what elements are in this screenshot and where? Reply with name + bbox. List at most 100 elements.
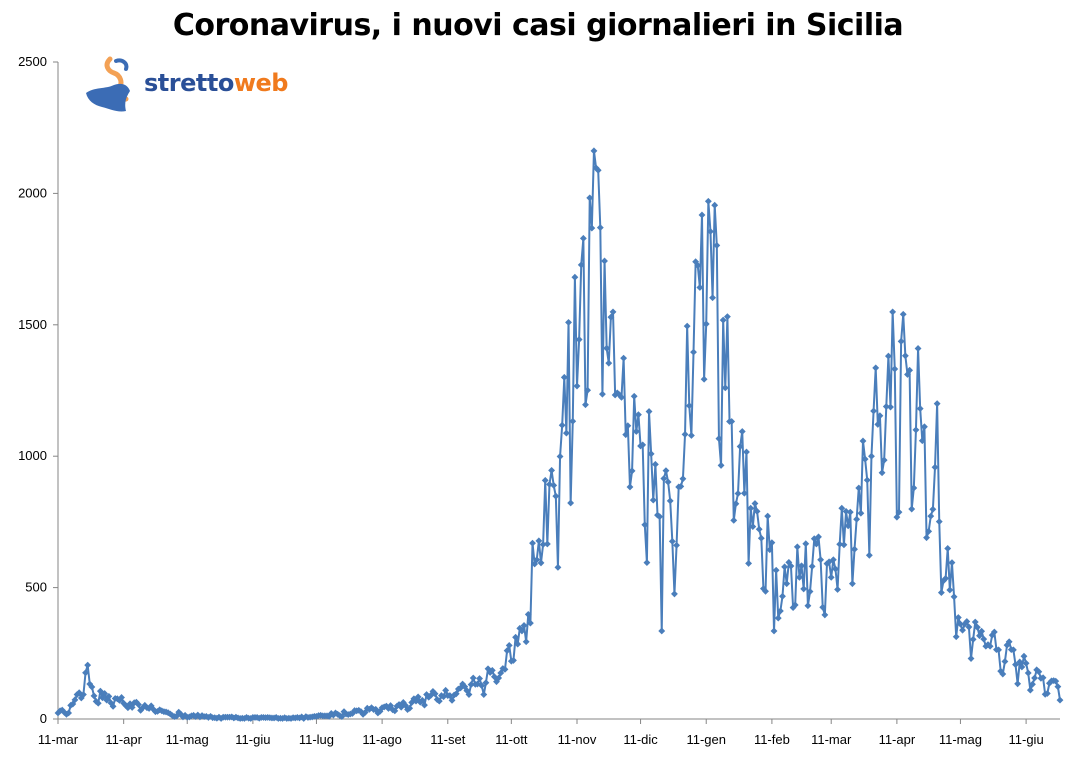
data-point	[950, 593, 958, 601]
data-point	[88, 683, 96, 691]
data-point	[827, 573, 835, 581]
data-point	[560, 373, 568, 381]
data-point	[565, 319, 572, 326]
data-point	[920, 423, 928, 431]
data-point	[82, 669, 89, 677]
data-point	[526, 619, 534, 627]
data-point	[1052, 677, 1060, 685]
data-point	[753, 507, 761, 515]
data-point	[603, 344, 611, 352]
x-tick-label: 11-apr	[105, 732, 142, 747]
data-point	[1020, 652, 1028, 660]
data-point	[571, 273, 579, 281]
data-point	[967, 655, 975, 662]
data-point	[1009, 646, 1017, 654]
data-point	[872, 364, 880, 372]
data-point	[448, 696, 456, 704]
data-point	[791, 601, 799, 609]
data-point	[740, 489, 748, 497]
data-point	[639, 441, 647, 449]
data-point	[851, 545, 858, 553]
data-point	[681, 430, 689, 438]
data-point	[749, 523, 757, 531]
data-point	[715, 435, 723, 443]
data-point	[781, 563, 789, 571]
data-point	[1024, 669, 1032, 677]
data-point	[94, 699, 102, 707]
data-point	[635, 411, 642, 419]
x-tick-label: 11-nov	[558, 732, 597, 747]
data-point	[503, 647, 511, 655]
data-point	[887, 403, 894, 411]
data-point	[607, 313, 615, 321]
data-point	[969, 635, 977, 643]
data-point	[874, 420, 882, 428]
data-point	[1056, 696, 1064, 704]
data-point	[679, 475, 687, 483]
data-point	[923, 534, 930, 542]
data-point	[662, 467, 670, 475]
data-point	[452, 690, 460, 698]
data-point	[1035, 668, 1043, 676]
data-point	[478, 682, 486, 690]
data-point	[772, 566, 780, 574]
y-tick-label: 500	[25, 580, 47, 595]
data-point	[683, 322, 691, 330]
data-point	[842, 507, 850, 515]
data-point	[709, 294, 717, 302]
data-point	[418, 696, 426, 704]
data-point	[465, 691, 473, 698]
data-point	[768, 539, 776, 547]
data-point	[442, 686, 450, 694]
x-tick-label: 11-gen	[686, 732, 726, 747]
data-point	[812, 540, 820, 548]
data-point	[730, 516, 738, 524]
data-point	[762, 587, 769, 595]
data-point	[776, 607, 784, 615]
data-point	[774, 614, 782, 622]
data-point	[488, 666, 496, 674]
data-point	[577, 261, 585, 269]
data-point	[832, 565, 839, 573]
data-point	[848, 580, 856, 588]
data-point	[90, 692, 98, 700]
data-point	[573, 382, 581, 390]
data-point	[71, 696, 79, 704]
data-point	[414, 693, 422, 701]
data-point	[685, 402, 693, 410]
data-point	[952, 633, 960, 641]
data-point	[552, 492, 560, 500]
data-point	[1031, 674, 1039, 682]
data-point	[836, 540, 844, 548]
data-point	[1018, 663, 1026, 671]
data-point	[798, 562, 805, 570]
data-point	[537, 559, 545, 567]
data-point	[819, 603, 827, 611]
data-point	[880, 456, 888, 464]
x-tick-labels: 11-mar 11-apr 11-mag 11-giu 11-lug 11-ago 11-s…	[38, 732, 1044, 747]
x-tick-label: 11-giu	[235, 732, 270, 747]
data-point	[671, 590, 678, 598]
data-point	[1005, 638, 1013, 646]
data-point	[999, 670, 1007, 678]
data-point	[567, 499, 575, 507]
data-point	[764, 512, 772, 520]
data-point	[700, 375, 708, 383]
data-point	[118, 694, 125, 701]
data-point	[1022, 659, 1030, 667]
data-point	[690, 348, 697, 356]
data-point	[651, 460, 659, 468]
data-point	[575, 336, 583, 343]
data-point	[779, 592, 786, 600]
data-point	[620, 354, 628, 362]
data-point	[901, 352, 909, 360]
data-point	[497, 669, 505, 677]
data-point	[641, 521, 649, 529]
data-point	[1026, 686, 1034, 694]
data-point	[829, 556, 837, 564]
data-point	[783, 580, 791, 588]
data-point	[757, 534, 765, 542]
data-point	[986, 642, 994, 650]
data-point	[855, 484, 863, 492]
data-point	[656, 513, 664, 521]
